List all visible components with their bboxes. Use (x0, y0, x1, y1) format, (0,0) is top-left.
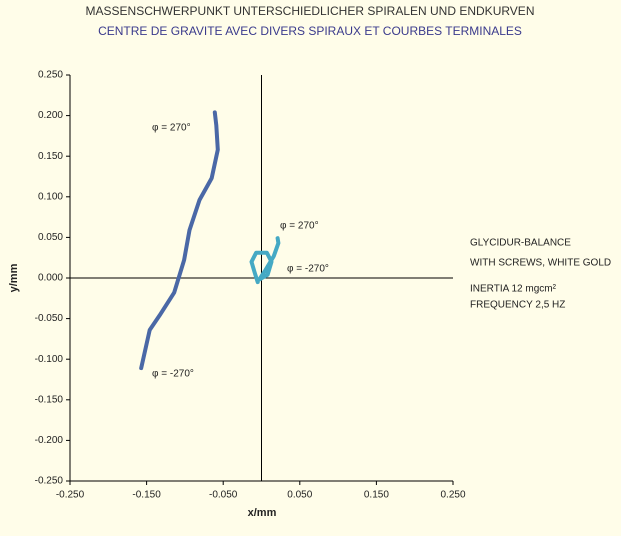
y-tick-label: 0.100 (38, 191, 63, 202)
y-tick-label: 0.150 (38, 151, 63, 162)
x-tick-label: -0.150 (132, 490, 161, 501)
annotation: φ = 270° (280, 221, 319, 232)
chart-subtitle: CENTRE DE GRAVITE AVEC DIVERS SPIRAUX ET… (98, 24, 522, 38)
note-line: INERTIA 12 mgcm² (470, 284, 557, 295)
y-tick-label: -0.250 (35, 476, 64, 487)
y-tick-label: -0.150 (35, 394, 64, 405)
x-axis-label: x/mm (248, 507, 277, 519)
y-tick-label: 0.250 (38, 70, 63, 81)
x-tick-label: 0.250 (440, 490, 465, 501)
note-line: FREQUENCY 2,5 HZ (470, 300, 565, 311)
y-tick-label: 0.050 (38, 232, 63, 243)
annotation: φ = 270° (152, 123, 191, 134)
y-tick-label: -0.100 (35, 354, 64, 365)
x-tick-label: 0.150 (364, 490, 389, 501)
x-tick-label: 0.050 (287, 490, 312, 501)
y-tick-label: 0.200 (38, 110, 63, 121)
y-tick-label: -0.200 (35, 435, 64, 446)
annotation: φ = -270° (287, 264, 329, 275)
y-axis-label: y/mm (8, 263, 20, 292)
note-line: GLYCIDUR-BALANCE (470, 238, 571, 249)
chart-title: MASSENSCHWERPUNKT UNTERSCHIEDLICHER SPIR… (86, 4, 535, 18)
annotation: φ = -270° (152, 369, 194, 380)
y-tick-label: 0.000 (38, 273, 63, 284)
series-line (249, 236, 281, 285)
series-line (139, 110, 220, 371)
x-tick-label: -0.250 (56, 490, 85, 501)
x-tick-label: -0.050 (209, 490, 238, 501)
note-line: WITH SCREWS, WHITE GOLD (470, 258, 611, 269)
y-tick-label: -0.050 (35, 313, 64, 324)
